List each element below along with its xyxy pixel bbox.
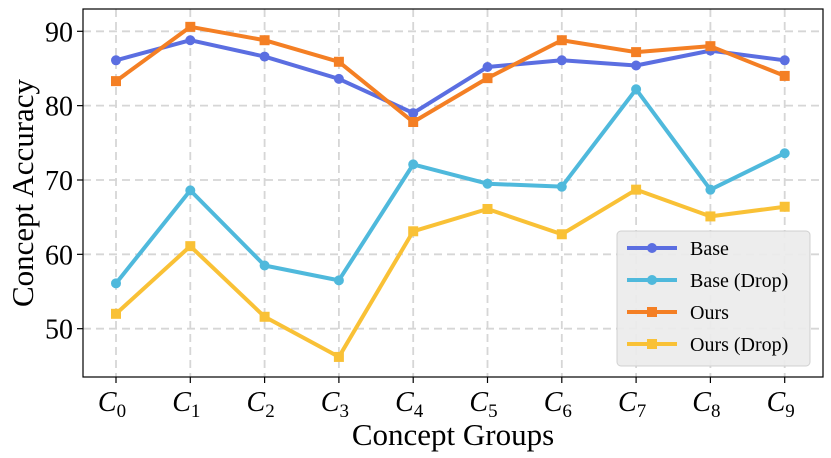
legend-marker-base-drop (647, 275, 657, 285)
legend-marker-ours (647, 307, 657, 317)
data-point-ours (111, 76, 121, 87)
data-point-ours-drop (408, 226, 419, 237)
legend-label-base: Base (690, 238, 729, 260)
data-point-ours-drop (705, 211, 716, 222)
x-tick-label: C8 (692, 387, 720, 422)
data-point-ours (408, 117, 419, 128)
data-point-base (408, 108, 419, 119)
data-point-ours-drop (779, 201, 790, 212)
data-point-ours-drop (333, 351, 344, 362)
legend-marker-base (647, 243, 657, 253)
data-point-base-drop (259, 260, 270, 271)
y-tick-label: 50 (45, 315, 73, 346)
data-point-base-drop (185, 185, 196, 196)
data-point-ours-drop (185, 241, 196, 252)
data-point-ours (333, 56, 344, 67)
data-point-ours-drop (111, 308, 121, 319)
data-point-ours-drop (556, 229, 567, 240)
data-point-ours (259, 35, 270, 46)
data-point-ours (482, 73, 493, 84)
data-point-ours (631, 47, 642, 58)
x-axis: C0 C1 C2 C3 C4 C5 C6 C7 C8 C9 (98, 377, 795, 422)
data-point-base (556, 55, 567, 66)
data-point-ours (705, 41, 716, 52)
x-tick-label: C9 (767, 387, 795, 422)
y-tick-label: 70 (45, 166, 73, 197)
series-group (111, 21, 790, 362)
y-axis: 50 60 70 80 90 (45, 17, 83, 346)
data-point-base (631, 60, 642, 71)
legend-label-ours: Ours (690, 302, 729, 324)
series-line-ours-drop (114, 187, 785, 359)
data-point-base (779, 55, 790, 66)
x-tick-label: C1 (172, 387, 200, 422)
data-point-base-drop (556, 181, 567, 192)
data-point-base-drop (779, 148, 790, 159)
y-tick-label: 60 (45, 240, 73, 271)
y-axis-title: Concept Accuracy (5, 78, 40, 307)
data-point-base (482, 61, 493, 72)
data-point-ours (556, 35, 567, 46)
legend: Base Base (Drop) Ours Ours (Drop) (616, 230, 811, 367)
x-tick-label: C5 (469, 387, 497, 422)
data-point-base (111, 55, 121, 66)
data-point-ours-drop (482, 203, 493, 214)
data-point-base (185, 35, 196, 46)
legend-label-ours-drop: Ours (Drop) (690, 334, 788, 356)
x-tick-label: C7 (618, 387, 646, 422)
x-tick-label: C2 (247, 387, 275, 422)
x-axis-title: Concept Groups (352, 417, 554, 452)
x-tick-label: C6 (544, 387, 572, 422)
series-line-base-drop (114, 87, 786, 285)
data-point-base-drop (482, 178, 493, 189)
x-tick-label: C4 (395, 387, 424, 422)
data-point-base (333, 73, 344, 84)
y-tick-label: 80 (45, 92, 73, 123)
data-point-base (259, 51, 270, 62)
data-point-ours (779, 70, 790, 81)
data-point-ours-drop (259, 311, 270, 322)
legend-box (616, 230, 811, 367)
legend-marker-ours-drop (647, 339, 657, 349)
x-tick-label: C0 (98, 387, 126, 422)
legend-label-base-drop: Base (Drop) (690, 270, 788, 292)
data-point-base-drop (631, 84, 642, 95)
plot-frame (82, 8, 824, 378)
data-point-ours-drop (631, 184, 642, 195)
data-point-base-drop (111, 278, 121, 289)
data-point-ours (185, 21, 196, 32)
series-line-base (115, 38, 785, 116)
x-tick-label: C3 (321, 387, 349, 422)
data-point-base-drop (333, 275, 344, 286)
data-point-base-drop (705, 184, 716, 195)
data-point-base-drop (408, 159, 419, 170)
series-line-ours (114, 24, 786, 125)
y-tick-label: 90 (45, 17, 73, 48)
